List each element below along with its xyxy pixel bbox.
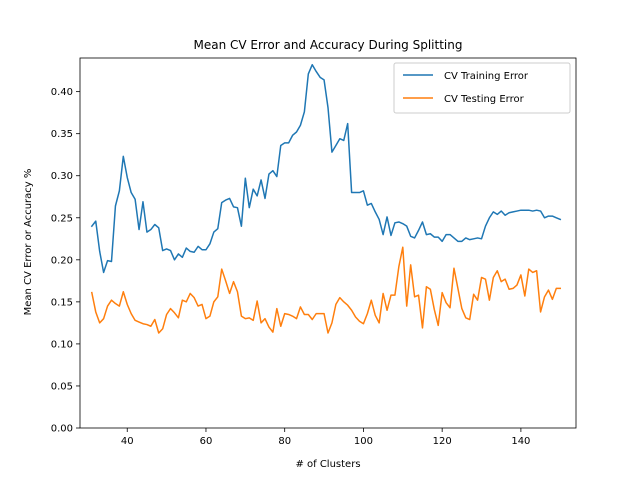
x-axis: 40 60 80 100 120 140	[121, 428, 530, 447]
x-tick-label: 60	[200, 436, 213, 447]
x-tick-label: 80	[278, 436, 291, 447]
y-axis: 0.00 0.05 0.10 0.15 0.20 0.25 0.30 0.35 0.40	[51, 87, 80, 435]
x-tick-label: 140	[511, 436, 530, 447]
y-axis-label: Mean CV Error or Accuracy %	[23, 169, 34, 316]
legend-label-testing: CV Testing Error	[444, 94, 525, 105]
legend: CV Training Error CV Testing Error	[393, 62, 571, 114]
series-line-testing	[90, 246, 561, 334]
y-tick-label: 0.35	[51, 129, 73, 140]
y-tick-label: 0.40	[51, 87, 73, 98]
y-tick-label: 0.15	[51, 297, 73, 308]
x-tick-label: 40	[121, 436, 134, 447]
series-layer	[90, 63, 562, 334]
y-tick-label: 0.25	[51, 213, 73, 224]
x-axis-label: # of Clusters	[295, 459, 360, 470]
series-line-training	[90, 63, 562, 274]
legend-box	[393, 62, 571, 114]
y-tick-label: 0.30	[51, 171, 73, 182]
x-tick-label: 100	[354, 436, 373, 447]
y-tick-label: 0.20	[51, 255, 73, 266]
y-tick-label: 0.05	[51, 381, 73, 392]
y-tick-label: 0.00	[51, 424, 73, 435]
axes-frame	[79, 57, 577, 429]
legend-label-training: CV Training Error	[444, 71, 529, 82]
chart-title: Mean CV Error and Accuracy During Splitt…	[194, 38, 463, 52]
y-tick-label: 0.10	[51, 339, 73, 350]
x-tick-label: 120	[433, 436, 452, 447]
